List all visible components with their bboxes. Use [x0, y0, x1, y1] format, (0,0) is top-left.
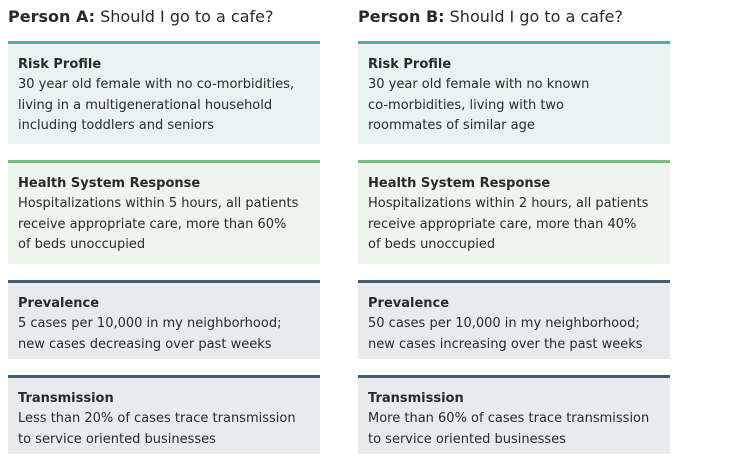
card-title: Risk Profile [18, 57, 102, 72]
person-b-label: Person B: [358, 7, 445, 26]
card-title: Health System Response [18, 176, 201, 191]
card-text: Hospitalizations within 2 hours, all pat… [368, 196, 649, 252]
card-title: Risk Profile [368, 57, 452, 72]
person-a-prevalence-card: Prevalence 5 cases per 10,000 in my neig… [8, 280, 320, 359]
card-title: Prevalence [368, 296, 450, 311]
card-text: 5 cases per 10,000 in my neighborhood; n… [18, 316, 282, 352]
card-text: 30 year old female with no known co-morb… [368, 77, 590, 133]
card-title: Transmission [368, 391, 464, 406]
person-b-prevalence-card: Prevalence 50 cases per 10,000 in my nei… [358, 280, 670, 359]
person-a-risk-profile-card: Risk Profile 30 year old female with no … [8, 41, 320, 144]
person-a-heading: Person A: Should I go to a cafe? [8, 0, 320, 34]
person-a-transmission-card: Transmission Less than 20% of cases trac… [8, 375, 320, 454]
person-b-risk-profile-card: Risk Profile 30 year old female with no … [358, 41, 670, 144]
card-text: 30 year old female with no co-morbiditie… [18, 77, 295, 133]
card-text: Hospitalizations within 5 hours, all pat… [18, 196, 299, 252]
person-b-transmission-card: Transmission More than 60% of cases trac… [358, 375, 670, 454]
card-title: Prevalence [18, 296, 100, 311]
card-text: More than 60% of cases trace transmissio… [368, 411, 650, 447]
person-a-health-system-card: Health System Response Hospitalizations … [8, 160, 320, 264]
person-b-health-system-card: Health System Response Hospitalizations … [358, 160, 670, 264]
person-b-question: Should I go to a cafe? [449, 7, 623, 26]
card-title: Transmission [18, 391, 114, 406]
person-a-question: Should I go to a cafe? [100, 7, 274, 26]
card-text: 50 cases per 10,000 in my neighborhood; … [368, 316, 643, 352]
card-text: Less than 20% of cases trace transmissio… [18, 411, 296, 447]
card-title: Health System Response [368, 176, 551, 191]
person-a-column: Person A: Should I go to a cafe? Risk Pr… [8, 0, 320, 454]
person-a-label: Person A: [8, 7, 96, 26]
person-b-column: Person B: Should I go to a cafe? Risk Pr… [358, 0, 670, 454]
person-b-heading: Person B: Should I go to a cafe? [358, 0, 670, 34]
